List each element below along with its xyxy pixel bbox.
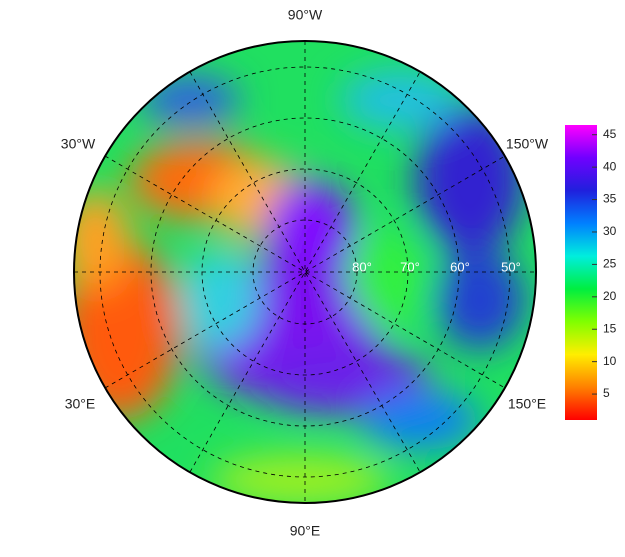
colorbar-tick-label: 30 bbox=[603, 224, 617, 238]
latitude-label: 70° bbox=[400, 259, 420, 274]
colorbar-tick-label: 40 bbox=[603, 159, 617, 173]
colorbar-tick-label: 25 bbox=[603, 257, 617, 271]
longitude-label: 90°W bbox=[288, 7, 323, 23]
field bbox=[74, 41, 536, 503]
latitude-label: 60° bbox=[450, 259, 470, 274]
colorbar-tick-label: 15 bbox=[603, 321, 617, 335]
colorbar-tick-label: 45 bbox=[603, 127, 617, 141]
latitude-label: 80° bbox=[352, 259, 372, 274]
colorbar-scale bbox=[565, 125, 597, 420]
colorbar-tick-label: 20 bbox=[603, 289, 617, 303]
colorbar: 5 10 15 20 25 30 35 40 45 bbox=[565, 125, 617, 420]
longitude-label: 90°E bbox=[290, 523, 321, 539]
longitude-label: 30°W bbox=[61, 136, 96, 152]
colorbar-tick-label: 5 bbox=[603, 386, 610, 400]
longitude-label: 30°E bbox=[65, 396, 96, 412]
map-border bbox=[73, 40, 537, 504]
colorbar-tick-label: 35 bbox=[603, 192, 617, 206]
longitude-label: 150°E bbox=[508, 396, 546, 412]
latitude-label: 50° bbox=[501, 259, 521, 274]
longitude-label: 150°W bbox=[506, 136, 549, 152]
colorbar-tick-label: 10 bbox=[603, 354, 617, 368]
